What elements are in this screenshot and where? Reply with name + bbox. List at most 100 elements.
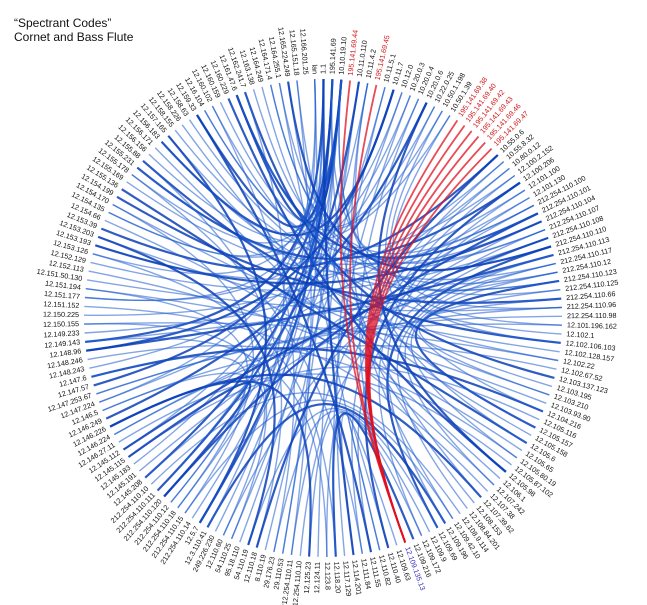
- edge: [102, 345, 557, 412]
- edge: [287, 81, 552, 272]
- node-label: 12.151.152: [43, 299, 79, 310]
- node-label: 12.149.233: [43, 328, 79, 339]
- edge: [99, 167, 510, 403]
- edge: [290, 161, 505, 555]
- edge: [127, 381, 252, 498]
- edge: [308, 411, 423, 557]
- edge: [84, 322, 559, 362]
- edge: [105, 102, 428, 420]
- edge: [136, 167, 535, 266]
- edge: [86, 253, 554, 352]
- edge: [247, 407, 439, 546]
- node-label: 12.123.8: [323, 562, 332, 590]
- diagram-title: “Spectrant Codes” Cornet and Bass Flute: [14, 16, 133, 44]
- edge: [264, 81, 360, 551]
- edge: [230, 92, 403, 540]
- edge: [290, 80, 312, 555]
- edge: [122, 236, 549, 451]
- node-label: 12.125.23: [302, 561, 313, 593]
- node-label: 212.254.110.98: [567, 311, 616, 320]
- edge: [90, 237, 549, 292]
- edge: [161, 141, 560, 292]
- edge: [278, 82, 381, 551]
- edge: [121, 188, 528, 445]
- edge: [211, 105, 295, 553]
- edge: [322, 78, 355, 556]
- edge: [150, 392, 461, 515]
- edges-layer: [83, 78, 563, 558]
- edge: [157, 79, 317, 491]
- edge: [91, 355, 247, 503]
- node-label: 12.166.201.25: [298, 28, 310, 74]
- edge: [113, 306, 562, 436]
- edge: [84, 197, 530, 334]
- edge: [138, 204, 535, 472]
- node-label: 12.102.1: [566, 329, 595, 340]
- edge: [404, 262, 556, 486]
- edge: [112, 203, 255, 514]
- node-label: 10.10.19.10: [337, 36, 349, 75]
- edge: [420, 297, 562, 362]
- title-line-2: Cornet and Bass Flute: [14, 30, 134, 44]
- node-label: lan: [310, 64, 319, 74]
- edge: [243, 91, 555, 379]
- node-label: 212.254.110.66: [566, 289, 616, 302]
- node-label: 12.148.96: [49, 346, 82, 359]
- edge: [109, 380, 312, 557]
- edge: [236, 94, 556, 281]
- node-label: 1.1: [319, 64, 328, 74]
- edge: [364, 181, 521, 549]
- node-label: 195.141.69: [328, 38, 338, 74]
- edge: [94, 220, 543, 285]
- edge: [97, 236, 560, 353]
- edge: [104, 219, 495, 486]
- title-line-1: “Spectrant Codes”: [14, 16, 112, 30]
- edge: [336, 87, 386, 557]
- edge: [378, 189, 526, 536]
- node-label: 212.254.110.10: [290, 560, 304, 605]
- edge: [112, 203, 550, 396]
- edge: [126, 181, 546, 274]
- edge: [87, 345, 518, 459]
- edge: [85, 271, 558, 343]
- node-label: 12.151.194: [45, 279, 82, 292]
- edge: [199, 87, 386, 524]
- highlighted-edge: [349, 84, 407, 543]
- edge: [326, 167, 510, 558]
- edge: [227, 98, 507, 473]
- node-label: 12.149.143: [44, 337, 81, 350]
- edge: [203, 110, 539, 261]
- edge: [261, 86, 536, 429]
- node-label: 12.150.155: [43, 319, 79, 329]
- edge: [142, 159, 561, 344]
- edge: [96, 323, 562, 395]
- node-label: 12.124.11: [312, 562, 322, 594]
- edge: [391, 115, 562, 310]
- node-label: 12.117.129: [341, 561, 353, 597]
- edge: [86, 89, 395, 352]
- edge: [177, 83, 369, 509]
- edge: [282, 79, 318, 554]
- highlighted-edge: [368, 147, 493, 543]
- edge: [167, 135, 268, 524]
- edge: [191, 78, 325, 519]
- edge: [296, 80, 475, 504]
- highlighted-edges-layer: [339, 80, 493, 543]
- edge: [330, 79, 482, 498]
- node-label: 12.151.177: [44, 289, 81, 301]
- edge: [142, 160, 283, 548]
- node-label: 12.101.196.162: [567, 320, 617, 331]
- edge: [181, 124, 532, 437]
- edge: [196, 114, 373, 553]
- edge: [384, 106, 544, 413]
- edge: [128, 366, 540, 458]
- edge: [102, 372, 266, 536]
- edge: [167, 135, 553, 388]
- node-label: 12.114.201: [350, 559, 363, 595]
- node-label: 212.254.110.96: [567, 300, 617, 311]
- edge: [85, 288, 547, 404]
- node-label: 12.150.225: [43, 310, 79, 319]
- edge: [97, 235, 276, 546]
